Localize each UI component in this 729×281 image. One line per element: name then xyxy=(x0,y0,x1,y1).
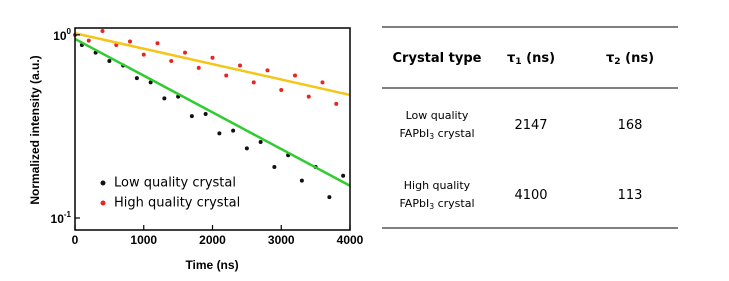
table-cell: FAPbI3 crystal xyxy=(399,197,474,211)
y-tick-exponent: 0 xyxy=(67,27,72,36)
y-axis-label: Normalized intensity (a.u.) xyxy=(28,55,42,204)
y-tick-base: 10 xyxy=(53,29,67,43)
data-point xyxy=(162,96,167,101)
table-cell: 2147 xyxy=(514,118,547,133)
cell-text: FAPbI xyxy=(399,197,429,210)
data-point xyxy=(238,63,242,68)
y-tick-label: 100 xyxy=(53,27,71,43)
y-tick-label: 10-1 xyxy=(51,210,72,226)
legend-marker xyxy=(100,180,106,186)
table-cell: 4100 xyxy=(514,188,547,203)
cell-text: τ xyxy=(606,51,614,66)
x-tick-label: 3000 xyxy=(268,233,295,247)
table-cell: Crystal type xyxy=(393,51,482,66)
data-point xyxy=(217,131,222,136)
data-point xyxy=(224,73,229,78)
fit-line xyxy=(74,32,351,97)
y-tick-exponent: -1 xyxy=(64,210,72,219)
cell-sub: 3 xyxy=(429,132,434,141)
legend-marker xyxy=(100,200,106,206)
y-tick-base: 10 xyxy=(51,212,65,226)
cell-text: 113 xyxy=(618,188,643,203)
cell-rest: (ns) xyxy=(621,51,654,66)
data-point xyxy=(169,58,174,63)
cell-text: 4100 xyxy=(514,188,547,203)
data-point xyxy=(189,114,194,119)
cell-sub: 2 xyxy=(614,57,620,67)
data-point xyxy=(148,80,153,85)
table-cell: 113 xyxy=(618,188,643,203)
cell-sub: 3 xyxy=(429,202,434,211)
data-point xyxy=(107,58,112,63)
data-point xyxy=(299,178,304,183)
cell-rest: crystal xyxy=(434,197,474,210)
cell-rest: (ns) xyxy=(522,51,555,66)
x-tick-label: 1000 xyxy=(130,233,157,247)
data-point xyxy=(327,195,332,200)
data-point xyxy=(272,164,277,169)
x-tick-label: 2000 xyxy=(199,233,226,247)
cell-text: 2147 xyxy=(514,118,547,133)
table-cell: FAPbI3 crystal xyxy=(399,127,474,141)
table-cell: τ1 (ns) xyxy=(507,51,555,67)
data-point xyxy=(341,173,346,178)
legend-label: High quality crystal xyxy=(114,196,240,211)
fit-line xyxy=(74,37,351,187)
legend-label: Low quality crystal xyxy=(114,176,236,191)
cell-sub: 1 xyxy=(515,57,521,67)
data-point xyxy=(251,80,256,85)
cell-text: FAPbI xyxy=(399,127,429,140)
data-point xyxy=(334,101,339,106)
cell-line: High quality xyxy=(404,179,471,192)
data-point xyxy=(155,41,160,46)
data-point xyxy=(320,80,325,85)
data-point xyxy=(128,39,132,44)
data-point xyxy=(231,128,236,133)
x-tick-label: 4000 xyxy=(337,233,364,247)
data-point xyxy=(293,73,297,78)
data-point xyxy=(265,68,270,73)
data-point xyxy=(203,111,208,116)
data-point xyxy=(183,50,187,55)
cell-text: τ xyxy=(507,51,515,66)
cell-line: Low quality xyxy=(406,109,469,122)
x-tick-label: 0 xyxy=(72,233,79,247)
data-point xyxy=(196,65,201,70)
table-cell: τ2 (ns) xyxy=(606,51,654,67)
data-point xyxy=(258,140,263,145)
data-point xyxy=(141,52,146,57)
data-point xyxy=(279,87,284,92)
cell-text: 168 xyxy=(618,118,643,133)
data-point xyxy=(100,28,105,33)
data-point xyxy=(210,55,215,60)
data-point xyxy=(86,38,91,43)
data-point xyxy=(244,146,249,151)
x-axis-label: Time (ns) xyxy=(185,258,238,272)
table-cell: 168 xyxy=(618,118,643,133)
data-point xyxy=(134,76,139,81)
cell-text: Crystal type xyxy=(393,51,482,66)
data-point xyxy=(306,94,311,99)
cell-rest: crystal xyxy=(434,127,474,140)
